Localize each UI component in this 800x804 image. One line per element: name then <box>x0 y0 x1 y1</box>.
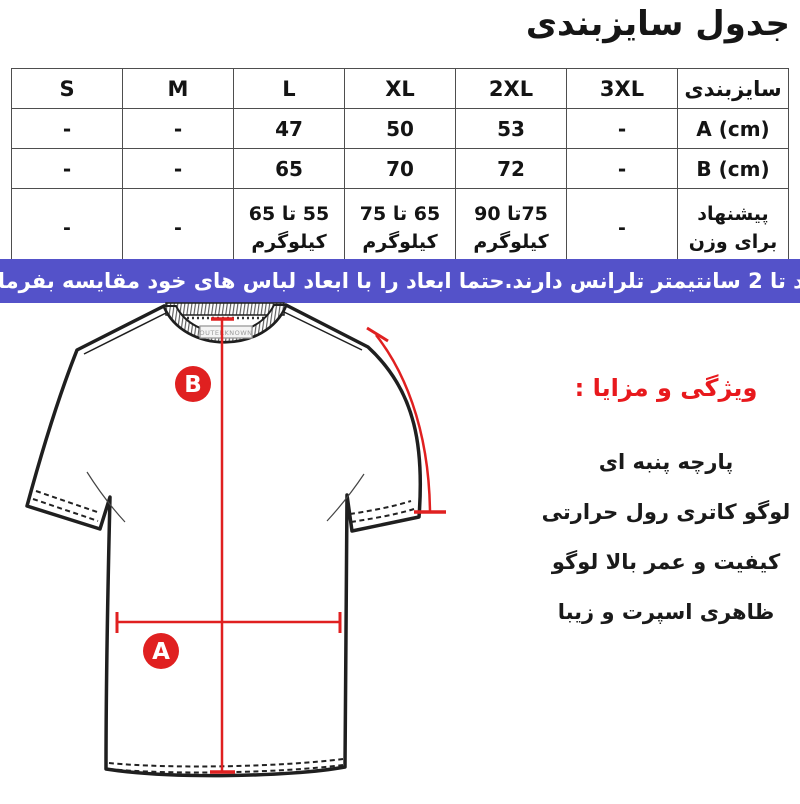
marker-a: A <box>143 633 179 669</box>
size-cell: 65 <box>233 148 345 189</box>
collar-back-strip <box>165 302 285 316</box>
bottom-hem-stitch <box>108 758 344 774</box>
size-cell: 55 تا 65 کیلوگرم <box>233 188 345 270</box>
size-cell: - <box>566 188 678 270</box>
shoulder-seam-right <box>281 310 363 351</box>
column-header-2xl: 2XL <box>455 68 567 109</box>
table-row-b: B (cm) - 72 70 65 - - <box>11 148 789 189</box>
table-row-a: A (cm) - 53 50 47 - - <box>11 108 789 149</box>
table-row-weight: پیشنهاد برای وزن - 75تا 90 کیلوگرم 65 تا… <box>11 188 789 270</box>
tolerance-note: ابعاد تا 2 سانتیمتر تلرانس دارند.حتما اب… <box>0 269 800 293</box>
size-cell: - <box>122 108 234 149</box>
row-label: پیشنهاد برای وزن <box>677 188 789 270</box>
brand-tag <box>199 325 253 339</box>
page-title: جدول سایزبندی <box>525 4 791 44</box>
sleeve-measure-line <box>366 326 446 514</box>
feature-item-fabric: پارچه پنبه ای <box>598 450 734 474</box>
measurement-line-a <box>115 612 342 633</box>
size-cell: 47 <box>233 108 345 149</box>
sleeve-stitch-left <box>32 490 101 522</box>
size-cell: - <box>11 188 123 270</box>
measurement-line-b <box>210 317 235 774</box>
tshirt-diagram: OUTERKNOWN B <box>0 300 480 800</box>
marker-b: B <box>175 366 211 402</box>
features-panel: ویژگی و مزایا : پارچه پنبه ای لوگو کاتری… <box>540 372 792 648</box>
armpit-crease-left <box>86 471 126 523</box>
row-label: B (cm) <box>677 148 789 189</box>
features-heading: ویژگی و مزایا : <box>574 374 758 402</box>
marker-a-label: A <box>152 639 170 665</box>
row-label: A (cm) <box>677 108 789 149</box>
brand-tag-text: OUTERKNOWN <box>200 329 253 337</box>
column-header-sizing: سایزبندی <box>677 68 789 109</box>
size-table: سایزبندی 3XL 2XL XL L M S A (cm) - 53 50… <box>11 68 789 270</box>
size-cell: - <box>566 108 678 149</box>
armpit-crease-right <box>326 473 365 522</box>
feature-item-logo-type: لوگو کاتری رول حرارتی <box>541 500 791 524</box>
size-cell: 65 تا 75 کیلوگرم <box>344 188 456 270</box>
size-cell: 70 <box>344 148 456 189</box>
feature-item-look: ظاهری اسپرت و زیبا <box>557 600 775 624</box>
column-header-l: L <box>233 68 345 109</box>
size-cell: - <box>122 148 234 189</box>
column-header-3xl: 3XL <box>566 68 678 109</box>
size-cell: - <box>566 148 678 189</box>
size-cell: - <box>122 188 234 270</box>
size-cell: 75تا 90 کیلوگرم <box>455 188 567 270</box>
column-header-xl: XL <box>344 68 456 109</box>
size-cell: - <box>11 148 123 189</box>
size-cell: 53 <box>455 108 567 149</box>
tshirt-outline <box>25 303 423 778</box>
tshirt-drawing-svg: OUTERKNOWN B <box>25 302 446 778</box>
size-cell: 72 <box>455 148 567 189</box>
tolerance-banner: ابعاد تا 2 سانتیمتر تلرانس دارند.حتما اب… <box>0 259 800 303</box>
column-header-m: M <box>122 68 234 109</box>
marker-b-label: B <box>184 372 202 398</box>
column-header-s: S <box>11 68 123 109</box>
feature-item-quality: کیفیت و عمر بالا لوگو <box>551 550 781 574</box>
shoulder-seam-left <box>83 311 169 355</box>
size-cell: - <box>11 108 123 149</box>
table-header-row: سایزبندی 3XL 2XL XL L M S <box>11 68 789 109</box>
size-cell: 50 <box>344 108 456 149</box>
